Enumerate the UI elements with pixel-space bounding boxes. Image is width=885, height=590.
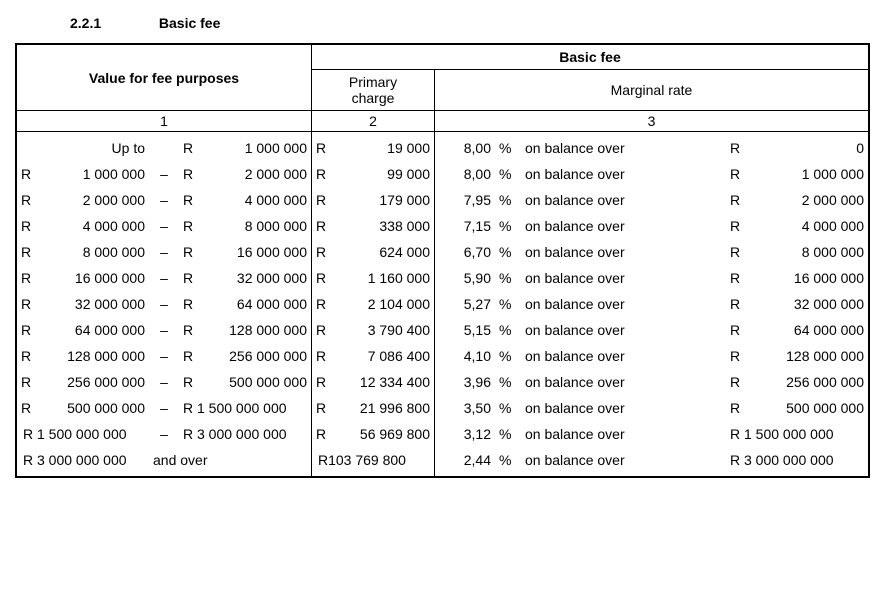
fee-table: Value for fee purposes Basic fee Primary… bbox=[15, 43, 870, 478]
colnum-3: 3 bbox=[435, 111, 870, 132]
th-value-for-fee: Value for fee purposes bbox=[16, 44, 312, 111]
table-row: R64 000 000–R128 000 000R3 790 4005,15%o… bbox=[16, 317, 869, 343]
section-number: 2.2.1 bbox=[70, 15, 155, 31]
colnum-1: 1 bbox=[16, 111, 312, 132]
table-row: R2 000 000–R4 000 000R179 0007,95%on bal… bbox=[16, 187, 869, 213]
th-marginal-rate: Marginal rate bbox=[435, 70, 870, 111]
fee-table-body: Up toR1 000 000R19 0008,00%on balance ov… bbox=[16, 132, 869, 478]
colnum-2: 2 bbox=[312, 111, 435, 132]
th-basic-fee: Basic fee bbox=[312, 44, 870, 70]
table-row: R500 000 000–R 1 500 000 000R21 996 8003… bbox=[16, 395, 869, 421]
section-heading: 2.2.1 Basic fee bbox=[70, 15, 870, 31]
table-row: Up toR1 000 000R19 0008,00%on balance ov… bbox=[16, 132, 869, 162]
table-row: R4 000 000–R8 000 000R338 0007,15%on bal… bbox=[16, 213, 869, 239]
table-row: R 1 500 000 000–R 3 000 000 000R56 969 8… bbox=[16, 421, 869, 447]
table-row: R16 000 000–R32 000 000R1 160 0005,90%on… bbox=[16, 265, 869, 291]
table-row: R 3 000 000 000 and overR103 769 8002,44… bbox=[16, 447, 869, 477]
table-row: R32 000 000–R64 000 000R2 104 0005,27%on… bbox=[16, 291, 869, 317]
table-row: R1 000 000–R2 000 000R99 0008,00%on bala… bbox=[16, 161, 869, 187]
section-title: Basic fee bbox=[159, 15, 220, 31]
table-row: R128 000 000–R256 000 000R7 086 4004,10%… bbox=[16, 343, 869, 369]
table-row: R256 000 000–R500 000 000R12 334 4003,96… bbox=[16, 369, 869, 395]
table-row: R8 000 000–R16 000 000R624 0006,70%on ba… bbox=[16, 239, 869, 265]
th-primary-charge: Primary charge bbox=[312, 70, 435, 111]
